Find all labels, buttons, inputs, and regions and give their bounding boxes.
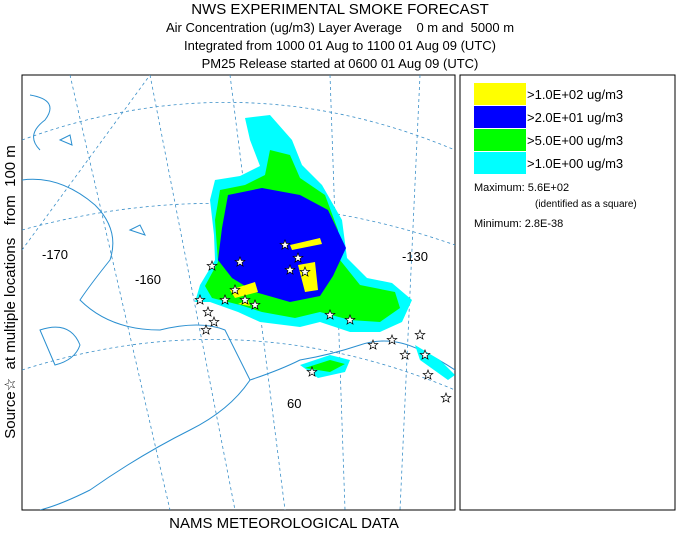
footer: NAMS METEOROLOGICAL DATA (169, 515, 399, 532)
longitude-label: -170 (42, 247, 68, 262)
subtitle: PM25 Release started at 0600 01 Aug 09 (… (202, 56, 479, 71)
legend-swatch (474, 152, 526, 174)
legend: >1.0E+02 ug/m3 >2.0E+01 ug/m3 >5.0E+00 ug/… (459, 74, 676, 511)
legend-label: >5.0E+00 ug/m3 (527, 133, 623, 148)
maximum-note: (identified as a square) (535, 199, 637, 210)
legend-swatch (474, 129, 526, 151)
minimum: Minimum: 2.8E-38 (474, 218, 563, 230)
side-label: Source☆ at multiple locations from 100 m (2, 145, 19, 439)
subtitle: Air Concentration (ug/m3) Layer Average … (166, 20, 514, 35)
plume (195, 115, 455, 380)
longitude-label: -160 (135, 272, 161, 287)
legend-label: >2.0E+01 ug/m3 (527, 110, 623, 125)
latitude-label: 60 (287, 396, 301, 411)
title: NWS EXPERIMENTAL SMOKE FORECAST (191, 1, 489, 18)
legend-swatch (474, 83, 526, 105)
map: -170 -160 -130 60 (21, 74, 456, 511)
maximum: Maximum: 5.6E+02 (474, 182, 569, 194)
subtitle: Integrated from 1000 01 Aug to 1100 01 A… (184, 38, 496, 53)
legend-label: >1.0E+00 ug/m3 (527, 156, 623, 171)
legend-label: >1.0E+02 ug/m3 (527, 87, 623, 102)
longitude-label: -130 (402, 249, 428, 264)
legend-swatch (474, 106, 526, 128)
